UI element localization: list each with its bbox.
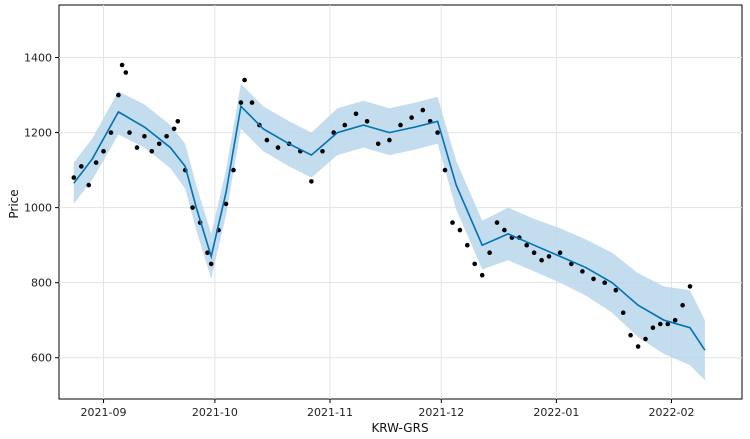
observed-point xyxy=(353,111,359,117)
observed-point xyxy=(635,344,641,349)
observed-point xyxy=(264,137,270,143)
observed-point xyxy=(123,70,129,75)
observed-point xyxy=(650,325,656,331)
observed-point xyxy=(387,137,392,143)
observed-point xyxy=(71,175,77,180)
observed-point xyxy=(557,250,563,255)
observed-point xyxy=(628,332,633,338)
observed-point xyxy=(208,261,214,267)
observed-point xyxy=(450,220,455,225)
observed-point xyxy=(205,250,210,255)
observed-point xyxy=(524,242,529,248)
observed-point xyxy=(602,280,607,286)
observed-point xyxy=(119,62,125,68)
observed-point xyxy=(687,284,693,289)
observed-points xyxy=(71,62,693,349)
forecast-line xyxy=(73,104,706,351)
observed-point xyxy=(320,149,325,154)
plot-area xyxy=(58,4,743,400)
grid xyxy=(59,5,742,399)
forecast-path xyxy=(73,104,706,351)
observed-point xyxy=(457,227,463,233)
observed-point xyxy=(275,145,281,150)
observed-point xyxy=(190,205,195,210)
observed-point xyxy=(613,287,619,293)
observed-point xyxy=(658,321,663,327)
observed-point xyxy=(93,160,99,165)
x-tick-label: 2021-11 xyxy=(307,406,353,419)
observed-point xyxy=(539,257,544,263)
observed-point xyxy=(398,122,403,128)
observed-point xyxy=(175,119,181,124)
y-tick-label: 1000 xyxy=(24,202,52,215)
observed-point xyxy=(479,272,485,278)
x-axis-label: KRW-GRS xyxy=(371,421,428,435)
observed-point xyxy=(142,134,147,139)
observed-point xyxy=(420,107,426,113)
axis-ticks: 2021-09 2021-10 2021-11 2021-12 2022-01 2022-… xyxy=(24,52,694,419)
observed-point xyxy=(364,119,370,124)
observed-point xyxy=(672,317,678,323)
observed-point xyxy=(375,141,381,147)
observed-point xyxy=(164,134,169,139)
observed-point xyxy=(171,126,177,132)
observed-point xyxy=(502,227,507,233)
observed-point xyxy=(546,254,552,259)
observed-point xyxy=(223,201,229,207)
observed-point xyxy=(591,276,596,282)
observed-point xyxy=(149,149,155,154)
y-tick-label: 800 xyxy=(31,277,52,290)
observed-point xyxy=(108,130,114,135)
observed-point xyxy=(86,182,91,188)
observed-point xyxy=(238,100,244,105)
observed-point xyxy=(249,100,255,105)
observed-point xyxy=(665,321,671,327)
y-axis-label: Price xyxy=(7,189,21,218)
observed-point xyxy=(101,149,106,154)
observed-point xyxy=(309,179,314,184)
observed-point xyxy=(442,167,448,173)
observed-point xyxy=(643,336,648,342)
x-tick-label: 2021-10 xyxy=(192,406,238,419)
observed-point xyxy=(342,122,348,128)
observed-point xyxy=(127,130,132,135)
observed-point xyxy=(134,145,140,150)
y-tick-label: 600 xyxy=(31,352,52,365)
observed-point xyxy=(116,92,121,98)
observed-point xyxy=(680,302,685,308)
observed-point xyxy=(156,141,162,147)
observed-point xyxy=(620,310,626,316)
y-tick-label: 1400 xyxy=(24,52,52,65)
x-tick-label: 2022-01 xyxy=(533,406,579,419)
observed-point xyxy=(79,164,84,169)
observed-point xyxy=(409,115,414,120)
observed-point xyxy=(242,77,247,83)
observed-point xyxy=(569,261,574,267)
x-tick-label: 2022-02 xyxy=(648,406,694,419)
y-tick-label: 1200 xyxy=(24,127,52,140)
observed-point xyxy=(231,167,236,173)
observed-point xyxy=(494,220,500,225)
x-tick-label: 2021-09 xyxy=(81,406,127,419)
x-tick-label: 2021-12 xyxy=(418,406,464,419)
observed-point xyxy=(580,269,585,274)
observed-point xyxy=(531,250,537,255)
observed-point xyxy=(487,250,492,255)
observed-point xyxy=(435,130,440,135)
observed-point xyxy=(472,261,478,267)
observed-point xyxy=(465,242,470,248)
